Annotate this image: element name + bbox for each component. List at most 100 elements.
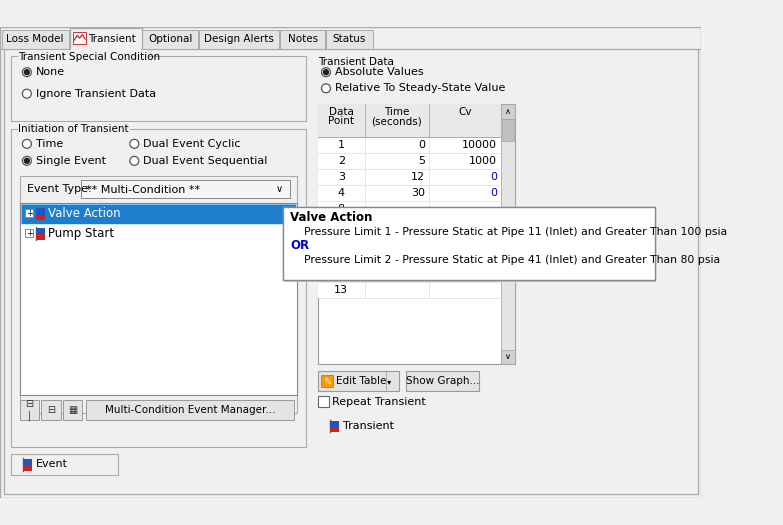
Text: None: None bbox=[36, 67, 65, 77]
Text: 11: 11 bbox=[334, 253, 348, 262]
Bar bbox=[318, 266, 500, 282]
Text: Valve Action: Valve Action bbox=[290, 211, 373, 224]
Bar bbox=[74, 32, 86, 44]
Bar bbox=[318, 169, 500, 185]
Text: Dual Event Sequential: Dual Event Sequential bbox=[143, 156, 268, 166]
Text: ∧: ∧ bbox=[505, 107, 511, 116]
Text: 30: 30 bbox=[411, 188, 425, 198]
Bar bbox=[500, 104, 515, 119]
Text: Point: Point bbox=[328, 116, 354, 126]
Bar bbox=[23, 465, 32, 471]
Text: ∨: ∨ bbox=[276, 184, 283, 194]
Bar bbox=[74, 33, 85, 43]
Bar bbox=[283, 206, 655, 280]
Bar bbox=[318, 282, 500, 298]
Text: Design Alerts: Design Alerts bbox=[204, 34, 274, 44]
Text: 5: 5 bbox=[418, 156, 425, 166]
Bar bbox=[11, 56, 306, 121]
Text: Ignore Transient Data: Ignore Transient Data bbox=[36, 89, 156, 99]
Text: Relative To Steady-State Value: Relative To Steady-State Value bbox=[335, 83, 505, 93]
Bar bbox=[199, 30, 280, 49]
Text: Pressure Limit 2 - Pressure Static at Pipe 41 (Inlet) and Greater Than 80 psia: Pressure Limit 2 - Pressure Static at Pi… bbox=[290, 255, 720, 265]
Text: Multi-Condition Event Manager...: Multi-Condition Event Manager... bbox=[105, 405, 275, 415]
Bar bbox=[502, 119, 514, 141]
Text: Edit Table: Edit Table bbox=[336, 376, 386, 386]
Text: 1: 1 bbox=[337, 140, 345, 150]
Bar bbox=[280, 30, 325, 49]
Bar bbox=[18, 50, 148, 60]
Text: +: + bbox=[26, 229, 33, 238]
Bar bbox=[63, 400, 82, 419]
Bar bbox=[318, 104, 500, 136]
Bar bbox=[20, 176, 298, 413]
Text: Pressure Limit 1 - Pressure Static at Pipe 11 (Inlet) and Greater Than 100 psia: Pressure Limit 1 - Pressure Static at Pi… bbox=[290, 227, 727, 237]
Text: Show Graph...: Show Graph... bbox=[406, 376, 479, 386]
Circle shape bbox=[23, 139, 31, 148]
Text: 2: 2 bbox=[337, 156, 345, 166]
Circle shape bbox=[23, 89, 31, 98]
Bar bbox=[20, 204, 297, 224]
Bar bbox=[86, 400, 294, 419]
Bar bbox=[406, 371, 479, 391]
Text: Transient Data: Transient Data bbox=[318, 57, 394, 67]
Text: Initiation of Transient: Initiation of Transient bbox=[18, 124, 128, 134]
Bar bbox=[70, 48, 141, 51]
Text: OR: OR bbox=[290, 239, 309, 253]
Text: Event Type:: Event Type: bbox=[27, 184, 92, 194]
Bar bbox=[500, 104, 515, 364]
Bar bbox=[330, 427, 340, 432]
Text: Status: Status bbox=[333, 34, 366, 44]
Text: ⊟
|: ⊟ | bbox=[26, 399, 34, 421]
Bar bbox=[318, 153, 500, 169]
Bar bbox=[20, 203, 298, 395]
Bar bbox=[318, 371, 399, 391]
Bar bbox=[18, 122, 130, 132]
Text: (seconds): (seconds) bbox=[371, 116, 422, 126]
Bar bbox=[20, 204, 297, 224]
Bar bbox=[318, 234, 500, 249]
Bar bbox=[318, 396, 329, 407]
Circle shape bbox=[130, 139, 139, 148]
Bar bbox=[318, 185, 500, 201]
Text: ▦: ▦ bbox=[68, 405, 78, 415]
Text: Absolute Values: Absolute Values bbox=[335, 67, 424, 77]
Circle shape bbox=[23, 68, 31, 77]
Text: Loss Model: Loss Model bbox=[6, 34, 63, 44]
Text: ⊟: ⊟ bbox=[47, 405, 55, 415]
Bar bbox=[318, 136, 500, 153]
Text: Transient Special Condition: Transient Special Condition bbox=[18, 51, 160, 61]
Bar bbox=[11, 454, 118, 475]
Bar bbox=[326, 30, 373, 49]
Bar bbox=[330, 421, 340, 427]
Text: 8: 8 bbox=[337, 204, 345, 214]
Bar bbox=[318, 104, 515, 364]
Bar bbox=[41, 400, 61, 419]
Text: Pump Start: Pump Start bbox=[49, 227, 114, 240]
Bar bbox=[25, 229, 33, 237]
Text: 0: 0 bbox=[490, 188, 497, 198]
Bar bbox=[500, 350, 515, 364]
Text: 13: 13 bbox=[334, 285, 348, 295]
Text: 10000: 10000 bbox=[462, 140, 497, 150]
Text: Cv: Cv bbox=[458, 107, 471, 117]
Bar bbox=[283, 206, 655, 280]
Bar bbox=[36, 228, 45, 234]
Text: +: + bbox=[26, 209, 33, 218]
Bar bbox=[70, 28, 142, 49]
Circle shape bbox=[323, 70, 329, 75]
Text: 12: 12 bbox=[334, 269, 348, 279]
Bar bbox=[36, 215, 45, 220]
Bar bbox=[318, 217, 500, 234]
Text: ∨: ∨ bbox=[505, 352, 511, 362]
Bar bbox=[36, 234, 45, 239]
Text: Time: Time bbox=[384, 107, 410, 117]
Text: Single Event: Single Event bbox=[36, 156, 106, 166]
Circle shape bbox=[24, 159, 30, 163]
Bar bbox=[318, 249, 500, 266]
Text: 1000: 1000 bbox=[469, 156, 497, 166]
Bar bbox=[81, 180, 290, 197]
Circle shape bbox=[322, 68, 330, 77]
Text: Notes: Notes bbox=[287, 34, 318, 44]
Text: Dual Event Cyclic: Dual Event Cyclic bbox=[143, 139, 241, 149]
Circle shape bbox=[23, 156, 31, 165]
